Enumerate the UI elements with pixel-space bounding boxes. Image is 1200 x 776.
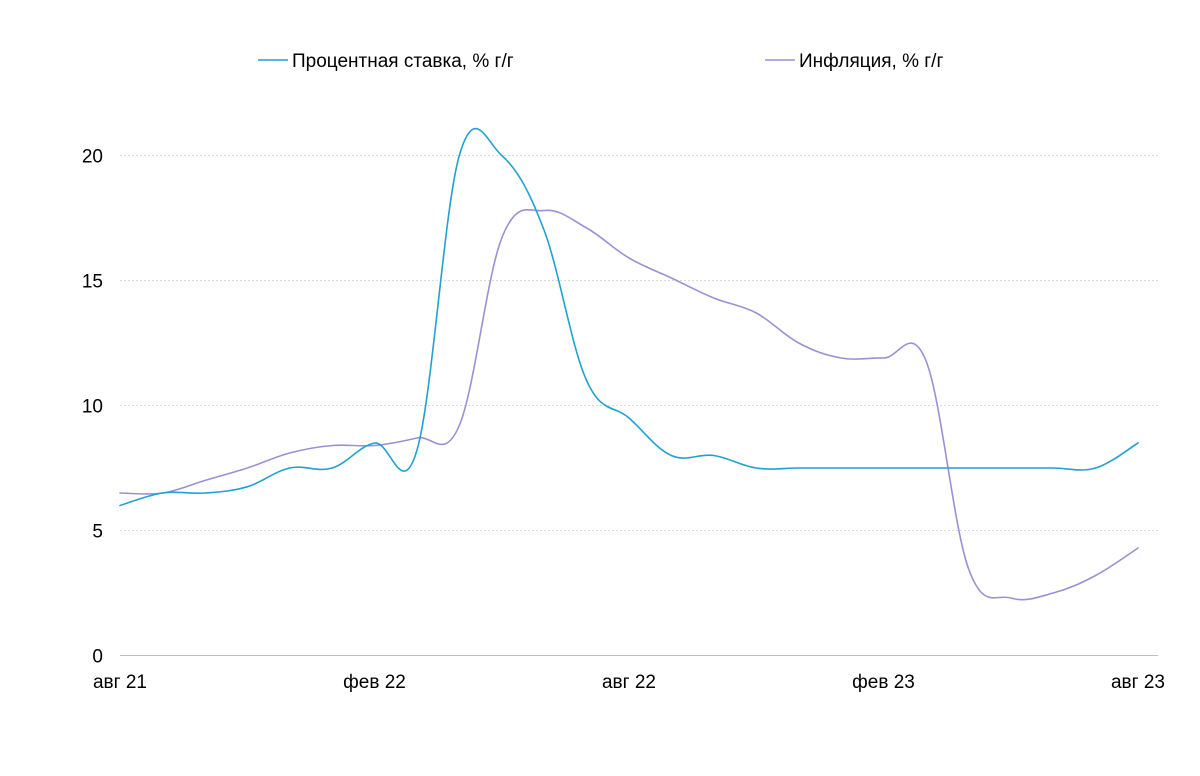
series-line-interest-rate (119, 127, 1139, 507)
legend: Процентная ставка, % г/г Инфляция, % г/г (258, 51, 943, 72)
legend-label-interest-rate: Процентная ставка, % г/г (292, 51, 514, 72)
x-axis: авг 21 фев 22 авг 22 фев 23 авг 23 (93, 672, 1165, 693)
x-tick-label: авг 21 (93, 672, 147, 693)
y-tick-label: 0 (92, 647, 103, 668)
x-tick-label: фев 23 (852, 672, 915, 693)
y-tick-label: 15 (82, 272, 103, 293)
y-tick-label: 5 (92, 522, 103, 543)
y-tick-label: 10 (82, 397, 103, 418)
series-line-inflation (119, 209, 1139, 601)
x-tick-label: авг 22 (602, 672, 656, 693)
legend-label-inflation: Инфляция, % г/г (799, 51, 943, 72)
grid (120, 155, 1158, 656)
x-tick-label: фев 22 (343, 672, 406, 693)
y-tick-label: 20 (82, 147, 103, 168)
x-tick-label: авг 23 (1111, 672, 1165, 693)
y-axis: 0 5 10 15 20 (82, 147, 103, 668)
series-lines (119, 127, 1139, 601)
